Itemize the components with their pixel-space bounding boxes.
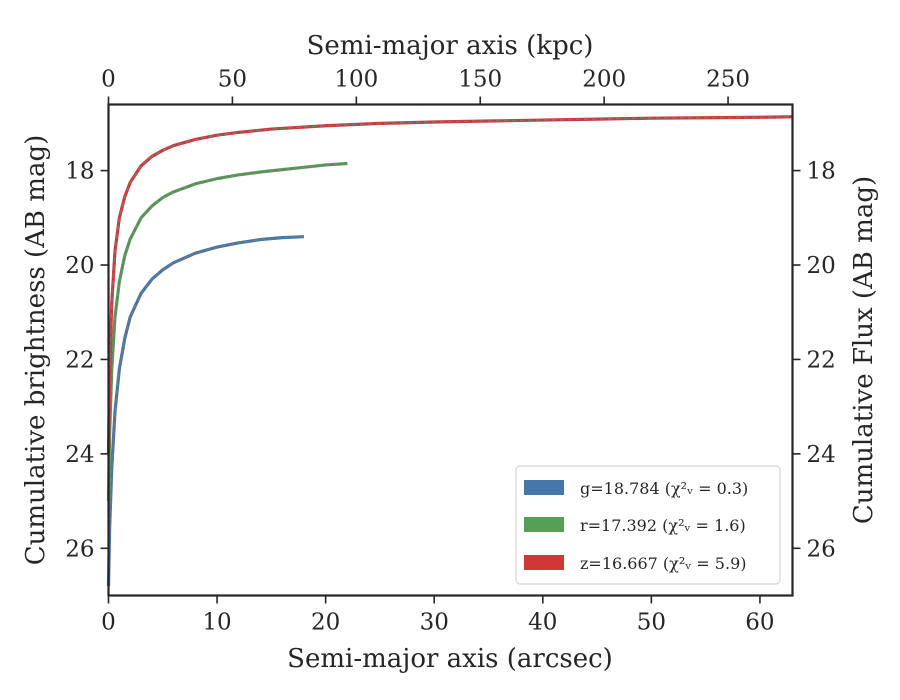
- x-tick-label: 60: [745, 610, 774, 636]
- legend-box: [515, 465, 781, 585]
- ticks-layer: 0 10 20 30 40 50 60 0 50 100 150 200 250 18 18 20 20 22 22…: [65, 67, 836, 636]
- model-line-r: [107, 162, 348, 502]
- legend-swatch-r: [524, 517, 564, 532]
- top-x-tick-label: 100: [334, 67, 378, 93]
- y-tick-label: 18: [65, 159, 94, 185]
- y-tick-label: 20: [65, 253, 94, 279]
- x-tick-label: 10: [202, 610, 231, 636]
- top-x-axis-title: Semi-major axis (kpc): [307, 31, 594, 61]
- series-layer: [106, 115, 793, 587]
- top-x-tick-label: 200: [582, 67, 626, 93]
- right-y-tick-label: 24: [807, 442, 836, 468]
- plot-frame: [107, 103, 794, 597]
- model-line-z: [107, 116, 793, 454]
- right-y-tick-label: 18: [807, 159, 836, 185]
- top-x-tick-label: 50: [218, 67, 247, 93]
- top-x-tick-label: 250: [706, 67, 750, 93]
- legend-swatch-g: [524, 480, 564, 495]
- top-x-tick-label: 0: [101, 67, 116, 93]
- y-tick-label: 26: [65, 536, 94, 562]
- x-tick-label: 50: [637, 610, 666, 636]
- x-tick-label: 30: [420, 610, 449, 636]
- legend-label-z: z=16.667 (χ²ᵥ = 5.9): [580, 554, 746, 573]
- right-y-axis-title: Cumulative Flux (AB mag): [849, 176, 879, 524]
- x-tick-label: 40: [528, 610, 557, 636]
- x-tick-label: 0: [101, 610, 116, 636]
- legend-label-g: g=18.784 (χ²ᵥ = 0.3): [580, 479, 748, 498]
- y-axis-title: Cumulative brightness (AB mag): [21, 135, 51, 566]
- right-y-tick-label: 26: [807, 536, 836, 562]
- right-y-tick-label: 20: [807, 253, 836, 279]
- x-axis-title: Semi-major axis (arcsec): [287, 644, 613, 674]
- x-tick-label: 20: [311, 610, 340, 636]
- model-line-g: [107, 235, 304, 587]
- legend-label-r: r=17.392 (χ²ᵥ = 1.6): [580, 516, 746, 535]
- right-y-tick-label: 22: [807, 347, 836, 373]
- legend-swatch-z: [524, 555, 564, 570]
- y-tick-label: 24: [65, 442, 94, 468]
- y-tick-label: 22: [65, 347, 94, 373]
- legend: g=18.784 (χ²ᵥ = 0.3) r=17.392 (χ²ᵥ = 1.6…: [515, 465, 781, 585]
- top-x-tick-label: 150: [458, 67, 502, 93]
